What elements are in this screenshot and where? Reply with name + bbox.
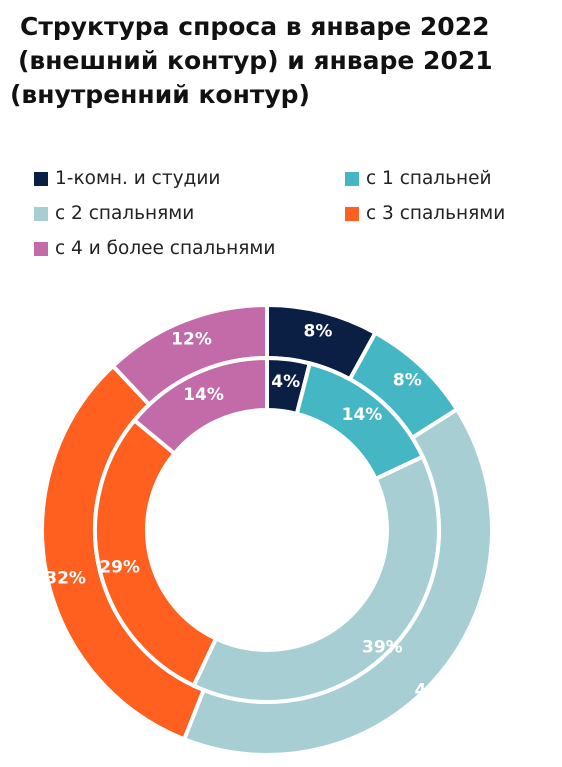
- inner-slice-2bedroom: [191, 454, 441, 704]
- outer-label-1bedroom: 8%: [393, 371, 422, 391]
- inner-slice-4plus: [131, 355, 269, 457]
- legend-item-1bedroom: с 1 спальней: [345, 168, 492, 189]
- legend-label-2bedroom: с 2 спальнями: [55, 203, 195, 224]
- legend-label-1bedroom: с 1 спальней: [366, 168, 492, 189]
- outer-slice-2bedroom: [181, 406, 494, 757]
- legend-item-3bedroom: с 3 спальнями: [345, 203, 505, 224]
- inner-label-1room: 4%: [271, 372, 300, 392]
- title-line-1: Структура спроса в январе 2022: [20, 12, 490, 41]
- title-line-2: (внешний контур) и январе 2021: [18, 46, 493, 75]
- legend-label-3bedroom: с 3 спальнями: [366, 203, 506, 224]
- outer-label-3bedroom: 32%: [45, 568, 86, 588]
- legend-swatch-4plus: [34, 241, 48, 256]
- chart-title: Структура спроса в январе 2022 (внешний …: [10, 10, 555, 112]
- outer-label-4plus: 12%: [171, 329, 212, 349]
- inner-label-2bedroom: 39%: [362, 637, 403, 657]
- outer-label-2bedroom: 40%: [415, 681, 456, 701]
- inner-label-3bedroom: 29%: [99, 558, 140, 578]
- legend-swatch-1bedroom: [345, 171, 359, 186]
- legend-swatch-3bedroom: [345, 206, 359, 221]
- outer-label-1room: 8%: [304, 321, 333, 341]
- legend-label-1room: 1-комн. и студии: [55, 168, 221, 189]
- inner-label-1bedroom: 14%: [342, 405, 383, 425]
- legend: 1-комн. и студии с 1 спальней с 2 спальн…: [0, 0, 562, 280]
- legend-item-4plus: с 4 и более спальнями: [34, 238, 275, 259]
- legend-swatch-2bedroom: [34, 206, 48, 221]
- legend-swatch-1room: [34, 171, 48, 186]
- legend-item-1room: 1-комн. и студии: [34, 168, 220, 189]
- inner-label-4plus: 14%: [183, 385, 224, 405]
- title-line-3: (внутренний контур): [10, 80, 310, 109]
- inner-slice-3bedroom: [93, 417, 219, 689]
- legend-label-4plus: с 4 и более спальнями: [55, 238, 276, 259]
- legend-item-2bedroom: с 2 спальнями: [34, 203, 194, 224]
